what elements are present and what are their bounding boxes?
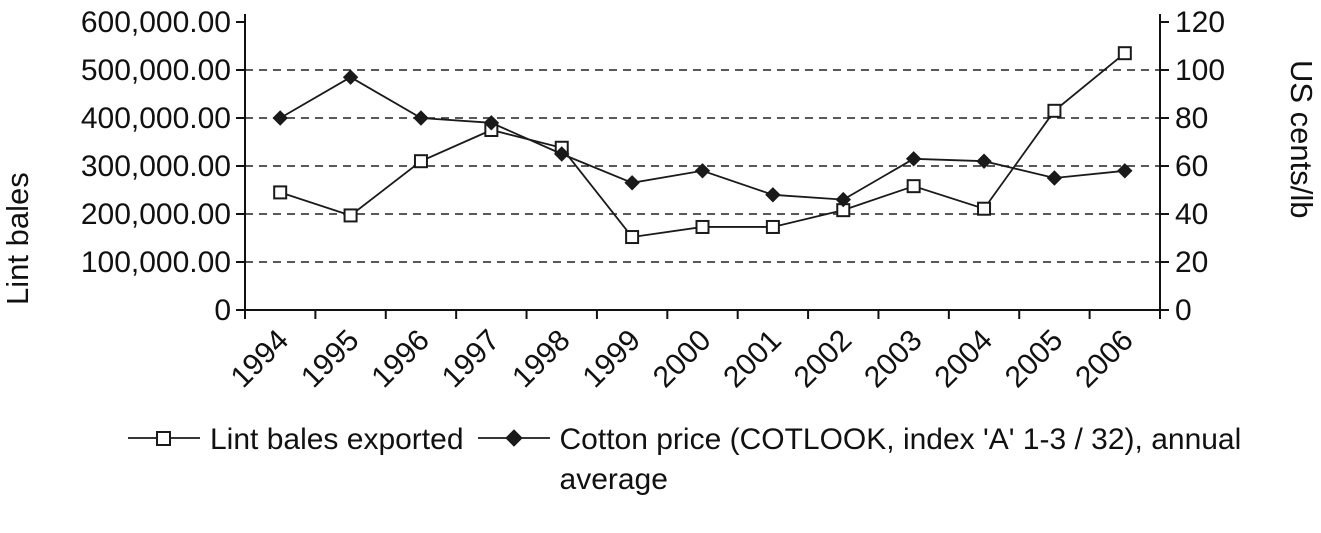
filled-diamond-marker (905, 151, 922, 167)
legend-square (156, 431, 171, 446)
left-tick-label: 500,000.00 (81, 54, 231, 87)
left-tick-label: 300,000.00 (81, 150, 231, 183)
plot-area: 0 100,000.00 200,000.00 300,000.00 400,000.0… (81, 6, 1225, 395)
right-tick-label: 20 (1175, 246, 1208, 279)
open-square-marker-icon (128, 431, 200, 446)
filled-diamond-marker (1046, 170, 1063, 186)
x-tick-label: 2005 (999, 324, 1070, 395)
legend: Lint bales exported Cotton price (COTLOO… (128, 420, 1290, 500)
right-tick-label: 60 (1175, 150, 1208, 183)
right-tick-label: 100 (1175, 54, 1225, 87)
x-tick-label: 2002 (788, 324, 859, 395)
right-tick-label: 120 (1175, 6, 1225, 39)
legend-diamond (504, 429, 523, 447)
open-square-marker (1117, 46, 1132, 61)
open-square-marker (977, 201, 992, 216)
right-tick-label: 40 (1175, 198, 1208, 231)
open-square-marker (343, 208, 358, 223)
x-tick-label: 2000 (647, 324, 718, 395)
left-tick-label: 200,000.00 (81, 198, 231, 231)
x-tick-label: 1994 (225, 324, 296, 395)
open-square-marker (273, 185, 288, 200)
left-tick-label: 0 (214, 294, 231, 327)
filled-diamond-marker (413, 110, 429, 126)
filled-diamond-marker (765, 187, 781, 203)
series-line-lint-bales (279, 52, 1126, 239)
filled-diamond-marker (272, 110, 288, 126)
x-tick-label: 2004 (928, 324, 999, 395)
x-tick-label: 1998 (506, 324, 577, 395)
filled-diamond-marker-icon (477, 429, 550, 447)
open-square-marker (1047, 103, 1062, 118)
x-tick-label: 1996 (365, 324, 436, 395)
x-tick-label: 2001 (717, 324, 788, 395)
x-tick-label: 1997 (436, 324, 507, 395)
filled-diamond-marker (1117, 163, 1133, 179)
filled-diamond-marker (554, 146, 570, 162)
series-line-cotton-price (279, 76, 1125, 201)
open-square-marker (765, 219, 780, 234)
open-square-marker (906, 179, 921, 194)
left-tick-label: 600,000.00 (81, 6, 231, 39)
legend-item-lint-bales-exported: Lint bales exported (128, 420, 464, 460)
left-tick-label: 100,000.00 (81, 246, 231, 279)
open-square-marker (413, 154, 428, 169)
open-square-marker (695, 219, 710, 234)
x-tick-label: 1999 (577, 324, 648, 395)
right-axis-title: US cents/lb (1284, 60, 1319, 219)
filled-diamond-marker (483, 115, 500, 131)
filled-diamond-marker (624, 175, 640, 191)
x-tick-label: 2003 (858, 324, 929, 395)
left-tick-label: 400,000.00 (81, 102, 231, 135)
legend-label-cotton-price: Cotton price (COTLOOK, index 'A' 1-3 / 3… (559, 423, 1242, 496)
filled-diamond-marker (694, 163, 711, 179)
filled-diamond-marker (342, 69, 359, 85)
right-tick-label: 0 (1175, 294, 1192, 327)
open-square-marker (625, 230, 640, 245)
x-tick-label: 1995 (295, 324, 366, 395)
filled-diamond-marker (976, 153, 992, 169)
filled-diamond-marker (835, 191, 851, 208)
x-tick-label: 2006 (1069, 324, 1140, 395)
legend-label-lint-bales-exported: Lint bales exported (210, 423, 464, 456)
right-tick-label: 80 (1175, 102, 1208, 135)
legend-item-cotton-price: Cotton price (COTLOOK, index 'A' 1-3 / 3… (477, 420, 1290, 500)
